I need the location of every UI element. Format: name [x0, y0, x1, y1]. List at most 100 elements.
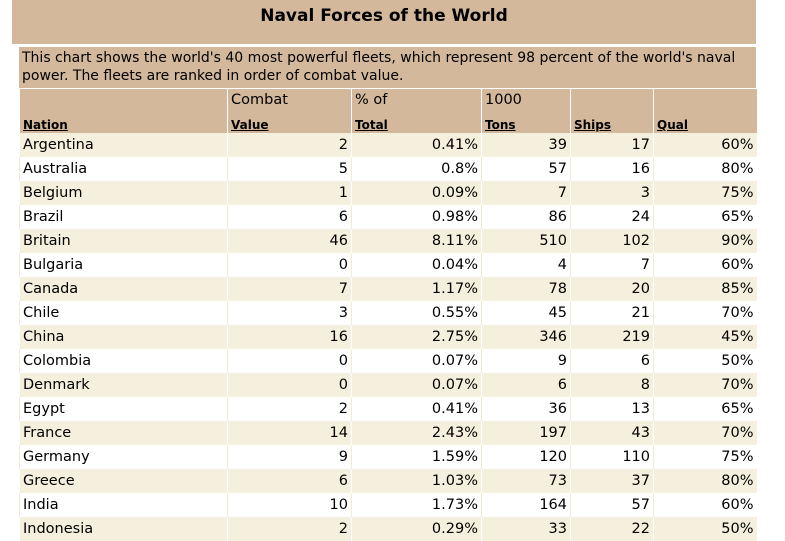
- quality-cell: 60%: [653, 253, 757, 277]
- table-row: Indonesia 2 0.29% 33 22 50%: [19, 517, 757, 541]
- nation-cell: Bulgaria: [19, 253, 228, 277]
- column-header-value[interactable]: Value: [227, 111, 352, 133]
- quality-cell: 60%: [653, 133, 757, 157]
- header-top-cell: [19, 88, 228, 111]
- ships-cell: 110: [570, 445, 654, 469]
- combat-value-cell: 1: [227, 181, 352, 205]
- table-row: Canada 7 1.17% 78 20 85%: [19, 277, 757, 301]
- quality-cell: 80%: [653, 469, 757, 493]
- nation-cell: Belgium: [19, 181, 228, 205]
- tons-cell: 7: [481, 181, 571, 205]
- quality-cell: 50%: [653, 517, 757, 541]
- ships-cell: 43: [570, 421, 654, 445]
- tons-cell: 9: [481, 349, 571, 373]
- nation-cell: Denmark: [19, 373, 228, 397]
- combat-value-cell: 2: [227, 517, 352, 541]
- combat-value-cell: 2: [227, 133, 352, 157]
- table-row: Colombia 0 0.07% 9 6 50%: [19, 349, 757, 373]
- tons-cell: 86: [481, 205, 571, 229]
- nation-cell: Canada: [19, 277, 228, 301]
- page-title: Naval Forces of the World: [12, 0, 756, 44]
- quality-cell: 75%: [653, 181, 757, 205]
- ships-cell: 102: [570, 229, 654, 253]
- nation-cell: Egypt: [19, 397, 228, 421]
- column-header-qual[interactable]: Qual: [653, 111, 757, 133]
- tons-cell: 73: [481, 469, 571, 493]
- table-row: India 10 1.73% 164 57 60%: [19, 493, 757, 517]
- nation-cell: Indonesia: [19, 517, 228, 541]
- ships-cell: 22: [570, 517, 654, 541]
- ships-cell: 37: [570, 469, 654, 493]
- ships-cell: 13: [570, 397, 654, 421]
- nation-cell: Britain: [19, 229, 228, 253]
- combat-value-cell: 10: [227, 493, 352, 517]
- ships-cell: 24: [570, 205, 654, 229]
- quality-cell: 60%: [653, 493, 757, 517]
- table-row: Australia 5 0.8% 57 16 80%: [19, 157, 757, 181]
- table-row: Bulgaria 0 0.04% 4 7 60%: [19, 253, 757, 277]
- tons-cell: 45: [481, 301, 571, 325]
- combat-value-cell: 46: [227, 229, 352, 253]
- combat-value-cell: 2: [227, 397, 352, 421]
- column-header-nation[interactable]: Nation: [19, 111, 228, 133]
- nation-cell: France: [19, 421, 228, 445]
- percent-total-cell: 0.98%: [351, 205, 482, 229]
- table-body: Argentina 2 0.41% 39 17 60% Australia 5 0.8% 57 16…: [19, 133, 757, 541]
- table-row: Greece 6 1.03% 73 37 80%: [19, 469, 757, 493]
- combat-value-cell: 5: [227, 157, 352, 181]
- percent-total-cell: 1.73%: [351, 493, 482, 517]
- percent-total-cell: 0.41%: [351, 133, 482, 157]
- combat-value-cell: 9: [227, 445, 352, 469]
- combat-value-cell: 0: [227, 373, 352, 397]
- quality-cell: 50%: [653, 349, 757, 373]
- combat-value-cell: 0: [227, 253, 352, 277]
- percent-total-cell: 1.17%: [351, 277, 482, 301]
- ships-cell: 3: [570, 181, 654, 205]
- column-header-tons[interactable]: Tons: [481, 111, 571, 133]
- ships-cell: 20: [570, 277, 654, 301]
- percent-total-cell: 1.59%: [351, 445, 482, 469]
- percent-total-cell: 0.29%: [351, 517, 482, 541]
- ships-cell: 17: [570, 133, 654, 157]
- table-row: Britain 46 8.11% 510 102 90%: [19, 229, 757, 253]
- quality-cell: 80%: [653, 157, 757, 181]
- column-header-ships[interactable]: Ships: [570, 111, 654, 133]
- nation-cell: Colombia: [19, 349, 228, 373]
- header-top-cell: [653, 88, 757, 111]
- tons-cell: 6: [481, 373, 571, 397]
- combat-value-cell: 3: [227, 301, 352, 325]
- combat-value-cell: 14: [227, 421, 352, 445]
- table-row: Argentina 2 0.41% 39 17 60%: [19, 133, 757, 157]
- table-row: Germany 9 1.59% 120 110 75%: [19, 445, 757, 469]
- tons-cell: 39: [481, 133, 571, 157]
- quality-cell: 45%: [653, 325, 757, 349]
- chart-description: This chart shows the world's 40 most pow…: [19, 47, 756, 88]
- quality-cell: 65%: [653, 397, 757, 421]
- combat-value-cell: 6: [227, 205, 352, 229]
- quality-cell: 85%: [653, 277, 757, 301]
- nation-cell: Australia: [19, 157, 228, 181]
- title-text: Naval Forces of the World: [260, 6, 508, 26]
- combat-value-cell: 7: [227, 277, 352, 301]
- ships-cell: 6: [570, 349, 654, 373]
- nation-cell: Chile: [19, 301, 228, 325]
- percent-total-cell: 0.07%: [351, 373, 482, 397]
- nation-cell: Germany: [19, 445, 228, 469]
- quality-cell: 90%: [653, 229, 757, 253]
- header-top-cell: % of: [351, 88, 482, 111]
- header-top-cell: 1000: [481, 88, 571, 111]
- ships-cell: 219: [570, 325, 654, 349]
- tons-cell: 510: [481, 229, 571, 253]
- tons-cell: 120: [481, 445, 571, 469]
- quality-cell: 70%: [653, 373, 757, 397]
- nation-cell: Brazil: [19, 205, 228, 229]
- column-header-total[interactable]: Total: [351, 111, 482, 133]
- nation-cell: Greece: [19, 469, 228, 493]
- table-row: Belgium 1 0.09% 7 3 75%: [19, 181, 757, 205]
- quality-cell: 70%: [653, 301, 757, 325]
- quality-cell: 75%: [653, 445, 757, 469]
- tons-cell: 36: [481, 397, 571, 421]
- combat-value-cell: 0: [227, 349, 352, 373]
- table-row: Brazil 6 0.98% 86 24 65%: [19, 205, 757, 229]
- tons-cell: 346: [481, 325, 571, 349]
